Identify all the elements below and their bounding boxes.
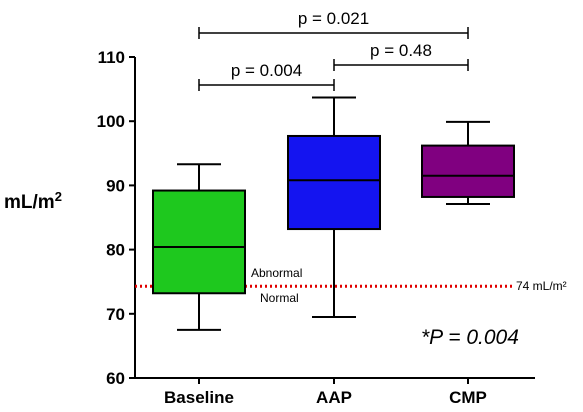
y-tick-label: 90: [106, 176, 125, 195]
reference-label-abnormal: Abnormal: [251, 266, 302, 280]
box-aap: [287, 96, 381, 319]
box-cmp: [421, 120, 515, 206]
y-tick-label: 70: [106, 305, 125, 324]
box-baseline: [152, 163, 246, 331]
y-tick-label: 80: [106, 241, 125, 260]
box-iqr: [421, 144, 515, 198]
reference-label-normal: Normal: [260, 291, 299, 305]
bracket-baseline-cmp: p = 0.021: [198, 9, 469, 39]
box-iqr: [287, 134, 381, 231]
reference-line-group: Abnormal Normal 74 mL/m²: [135, 266, 567, 305]
x-category-label: CMP: [449, 388, 487, 407]
bracket-aap-cmp: p = 0.48: [333, 41, 469, 71]
box-iqr: [152, 189, 246, 295]
reference-value-label: 74 mL/m²: [516, 279, 567, 293]
p-value-label: p = 0.004: [231, 61, 302, 80]
bracket-baseline-aap: p = 0.004: [198, 61, 335, 91]
y-tick-label: 110: [98, 48, 125, 67]
y-tick-label: 100: [97, 112, 125, 131]
significance-brackets: p = 0.004 p = 0.48p = 0.021: [198, 9, 469, 91]
p-value-label: p = 0.48: [370, 41, 432, 60]
x-category-label: Baseline: [164, 388, 234, 407]
y-tick-label: 60: [106, 369, 125, 388]
boxes: [152, 96, 515, 331]
y-axis-label: mL/m2: [4, 189, 62, 214]
p-value-label: p = 0.021: [298, 9, 369, 28]
significance-note: *P = 0.004: [421, 326, 519, 349]
axes: 60 70 80 90 100 110 Baseline AAP CMP: [97, 48, 535, 407]
x-category-label: AAP: [316, 388, 352, 407]
